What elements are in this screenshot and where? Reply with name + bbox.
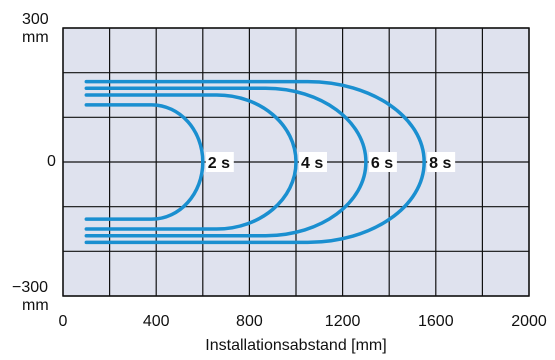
series-label-background <box>427 152 456 172</box>
series-label-background <box>299 152 327 172</box>
x-tick-label: 800 <box>236 313 263 330</box>
series-line <box>84 86 368 238</box>
series-label: 8 s <box>427 152 456 172</box>
y-tick-label-top: 300 <box>22 11 49 28</box>
series-label: 2 s <box>205 152 234 172</box>
series-line <box>84 93 298 231</box>
series-label-text: 8 s <box>429 155 451 172</box>
x-tick-label: 1200 <box>325 313 361 330</box>
y-tick-unit-top: mm <box>22 29 49 46</box>
curves <box>84 79 426 245</box>
curve-labels: 2 s 4 s 6 s 8 s <box>205 152 456 172</box>
plot-frame <box>62 27 530 297</box>
series-label-text: 6 s <box>371 155 393 172</box>
x-tick-labels: 0 400 800 1200 1600 2000 <box>59 313 547 330</box>
series-label-text: 4 s <box>301 155 323 172</box>
series-label-text: 2 s <box>208 155 230 172</box>
x-tick-label: 400 <box>143 313 170 330</box>
series-label: 4 s <box>299 152 327 172</box>
x-tick-label: 1600 <box>418 313 454 330</box>
x-tick-label: 0 <box>59 313 68 330</box>
series-line <box>84 79 426 245</box>
y-tick-unit-bottom: mm <box>22 297 49 314</box>
x-tick-label: 2000 <box>511 313 547 330</box>
series-line <box>84 103 205 221</box>
y-tick-label-zero: 0 <box>47 153 56 170</box>
series-label: 6 s <box>368 152 397 172</box>
y-tick-label-bottom: −300 <box>12 279 48 296</box>
series-label-background <box>205 152 234 172</box>
series-label-background <box>368 152 397 172</box>
x-axis-label: Installationsabstand [mm] <box>205 337 386 354</box>
